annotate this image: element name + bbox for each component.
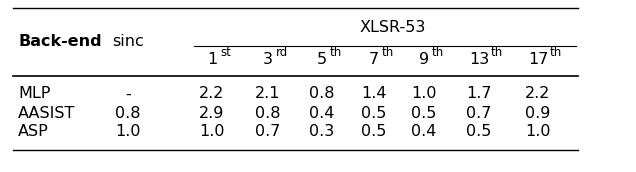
Text: -: - bbox=[125, 87, 131, 101]
Text: 13: 13 bbox=[469, 52, 489, 67]
Text: 1.0: 1.0 bbox=[525, 125, 551, 139]
Text: th: th bbox=[491, 46, 503, 60]
Text: AASIST: AASIST bbox=[18, 105, 76, 121]
Text: 2.2: 2.2 bbox=[199, 87, 225, 101]
Text: 0.7: 0.7 bbox=[466, 105, 492, 121]
Text: 3: 3 bbox=[263, 52, 273, 67]
Text: 0.3: 0.3 bbox=[309, 125, 335, 139]
Text: ASP: ASP bbox=[18, 125, 49, 139]
Text: 1.0: 1.0 bbox=[199, 125, 225, 139]
Text: 9: 9 bbox=[419, 52, 429, 67]
Text: 1: 1 bbox=[207, 52, 217, 67]
Text: 2.2: 2.2 bbox=[525, 87, 551, 101]
Text: 0.5: 0.5 bbox=[466, 125, 492, 139]
Text: 2.1: 2.1 bbox=[255, 87, 280, 101]
Text: 0.5: 0.5 bbox=[411, 105, 437, 121]
Text: 0.5: 0.5 bbox=[361, 105, 387, 121]
Text: 1.7: 1.7 bbox=[466, 87, 492, 101]
Text: 0.7: 0.7 bbox=[255, 125, 280, 139]
Text: th: th bbox=[330, 46, 342, 60]
Text: Back-end: Back-end bbox=[18, 35, 102, 50]
Text: 17: 17 bbox=[528, 52, 548, 67]
Text: 2.9: 2.9 bbox=[199, 105, 225, 121]
Text: 0.4: 0.4 bbox=[309, 105, 335, 121]
Text: 1.4: 1.4 bbox=[361, 87, 387, 101]
Text: 7: 7 bbox=[369, 52, 379, 67]
Text: th: th bbox=[550, 46, 562, 60]
Text: 0.9: 0.9 bbox=[525, 105, 551, 121]
Text: 1.0: 1.0 bbox=[411, 87, 437, 101]
Text: st: st bbox=[220, 46, 231, 60]
Text: XLSR-53: XLSR-53 bbox=[359, 20, 425, 35]
Text: rd: rd bbox=[276, 46, 288, 60]
Text: th: th bbox=[382, 46, 394, 60]
Text: 1.0: 1.0 bbox=[115, 125, 141, 139]
Text: 0.5: 0.5 bbox=[361, 125, 387, 139]
Text: 5: 5 bbox=[317, 52, 327, 67]
Text: 0.8: 0.8 bbox=[255, 105, 280, 121]
Text: MLP: MLP bbox=[18, 87, 50, 101]
Text: sinc: sinc bbox=[112, 35, 144, 50]
Text: th: th bbox=[432, 46, 445, 60]
Text: 0.4: 0.4 bbox=[411, 125, 437, 139]
Text: 0.8: 0.8 bbox=[309, 87, 335, 101]
Text: 0.8: 0.8 bbox=[115, 105, 141, 121]
